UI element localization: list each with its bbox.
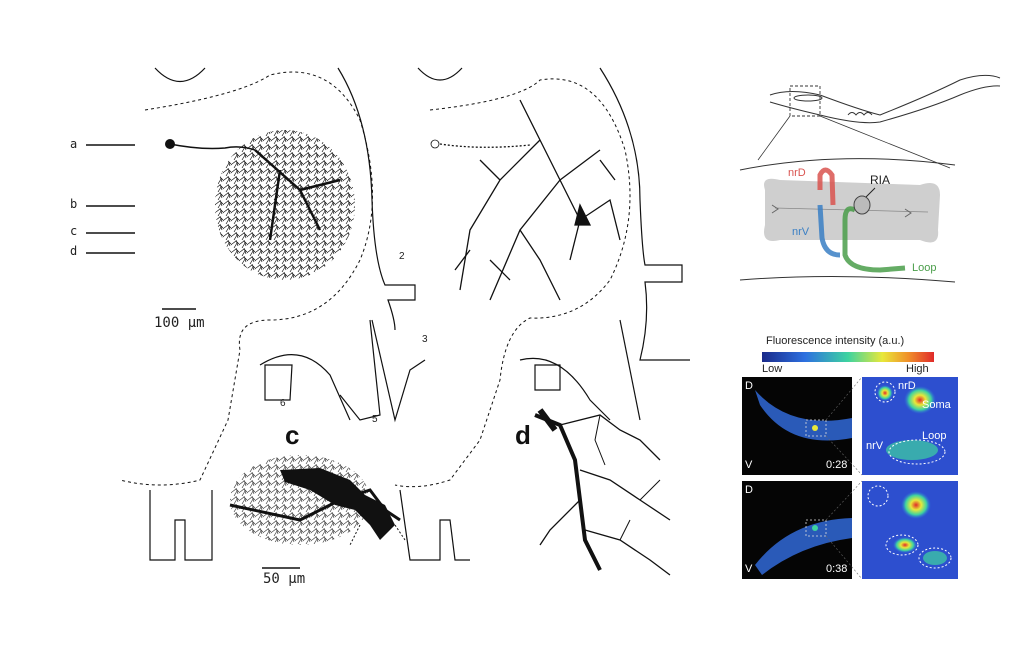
scale-bar-50-label: 50 μm — [263, 571, 306, 587]
left-head-dashed — [119, 71, 373, 486]
neuron-panel-d — [534, 408, 671, 576]
colorbar-low-label: Low — [762, 363, 783, 375]
panel-label-c: c — [285, 420, 300, 450]
segment-label-2: 2 — [399, 251, 405, 262]
frame1-time: 0:28 — [826, 459, 848, 471]
ria-label: RIA — [870, 173, 891, 187]
colorbar-high-label: High — [906, 363, 929, 375]
ria-soma — [853, 195, 871, 215]
level-label-b: b — [70, 197, 78, 211]
segment-label-5: 5 — [372, 414, 378, 425]
segment-label-3: 3 — [422, 334, 428, 345]
frame2-time: 0:38 — [826, 563, 848, 575]
panel-label-d: d — [515, 420, 531, 450]
loop-label: Loop — [912, 262, 937, 274]
colorbar-title: Fluorescence intensity (a.u.) — [766, 335, 905, 347]
level-label-a: a — [70, 137, 78, 151]
segment-label-6: 6 — [280, 398, 286, 409]
zoom-nrv-label: nrV — [866, 440, 884, 452]
level-lines — [86, 144, 135, 254]
middle-head-dashed — [394, 78, 631, 488]
zoom-nrd-label: nrD — [898, 380, 916, 392]
level-label-c: c — [70, 224, 78, 238]
frame2-ventral-label: V — [745, 563, 753, 575]
zoom-loop-label: Loop — [922, 430, 947, 442]
nrd-label: nrD — [788, 167, 806, 179]
nrv-label: nrV — [792, 226, 810, 238]
neuron-arbor-middle — [430, 99, 621, 301]
middle-head-outline — [399, 67, 690, 561]
nrd-path — [817, 167, 836, 206]
worm-outline — [769, 74, 1001, 124]
neuron-panel-c — [229, 455, 406, 546]
loop-path — [842, 206, 906, 273]
zoom-soma-label: Soma — [922, 399, 951, 411]
frame1-dorsal-label: D — [745, 380, 753, 392]
colorbar — [762, 352, 934, 362]
frame1-ventral-label: V — [745, 459, 753, 471]
neuron-arbor-left — [165, 130, 355, 280]
zoom-box — [789, 85, 821, 117]
frame-2 — [742, 480, 958, 580]
level-label-d: d — [70, 244, 78, 258]
frame2-dorsal-label: D — [745, 484, 753, 496]
scale-bar-100-label: 100 μm — [154, 315, 205, 331]
frame-1 — [742, 376, 958, 476]
nrv-path — [817, 204, 841, 258]
